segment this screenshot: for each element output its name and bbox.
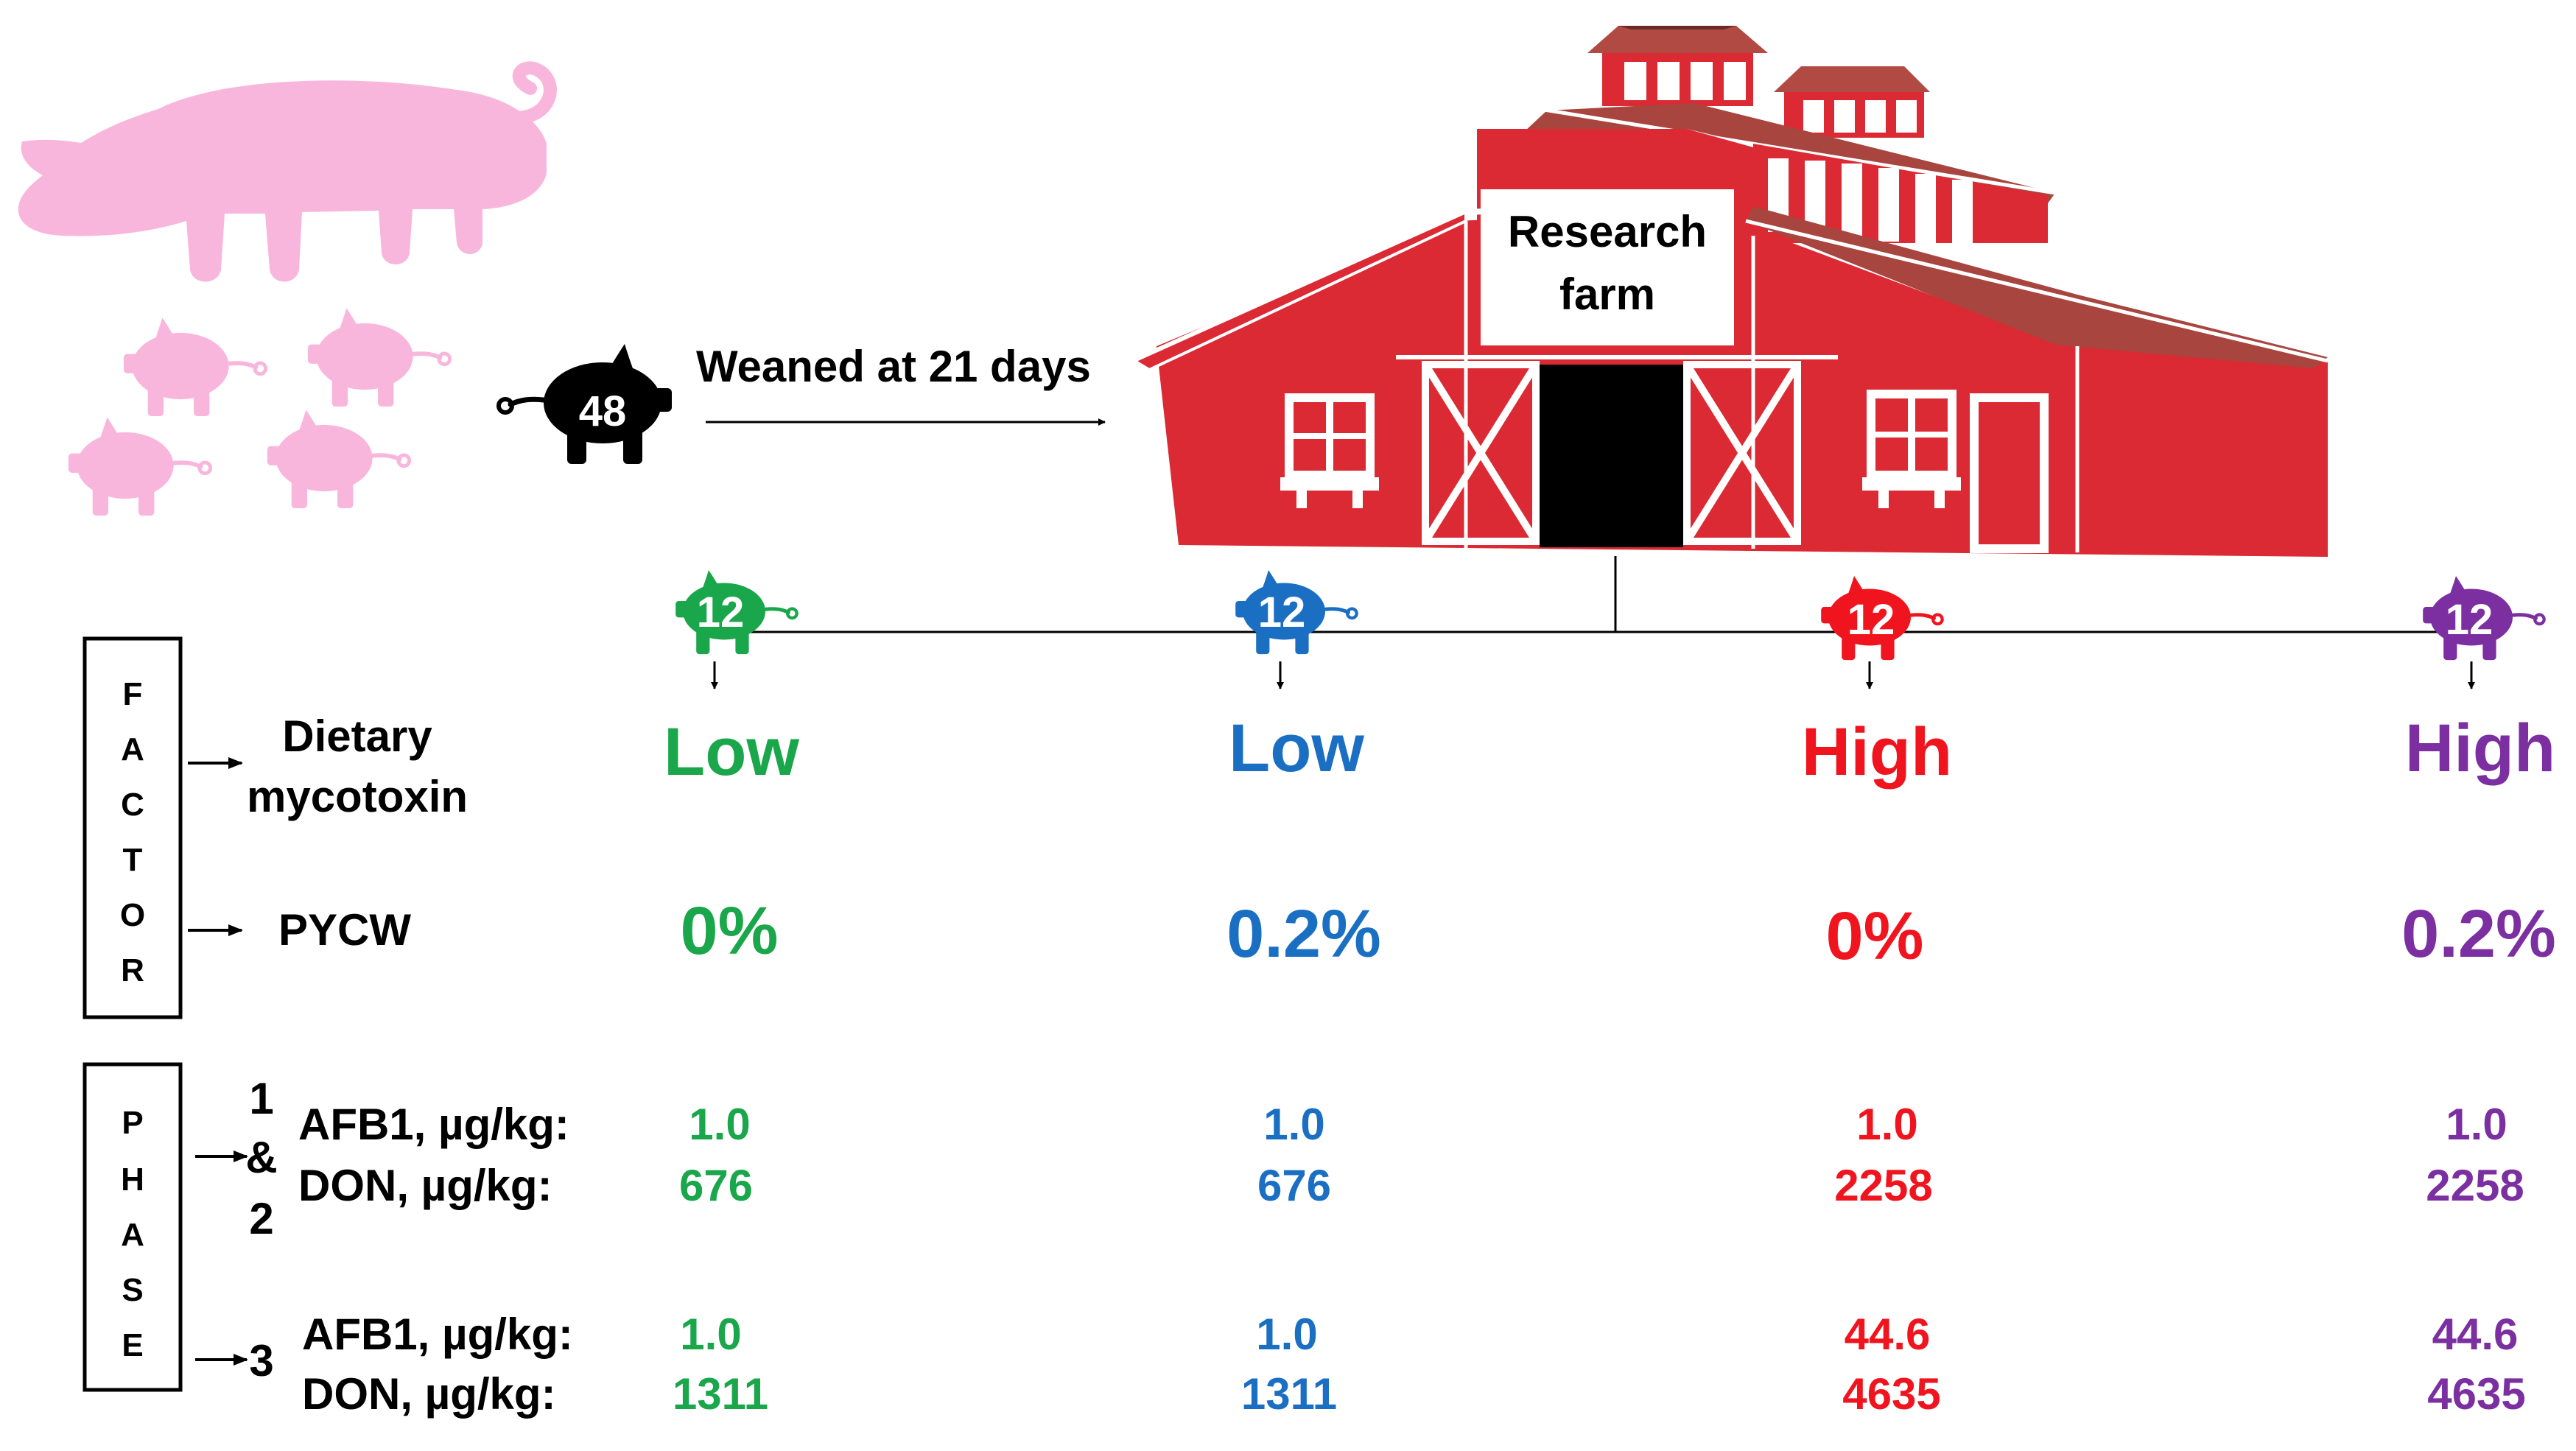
group-4-phase12-don: 2258: [2426, 1161, 2524, 1210]
small-pink-pig-icon: [69, 417, 211, 516]
phase-and-marker: &: [245, 1133, 278, 1182]
group-2-count: 12: [1257, 589, 1306, 636]
group-2-phase12-afb1: 1.0: [1263, 1100, 1325, 1149]
large-pink-pig-icon: [18, 80, 547, 282]
group-3-phase3-afb1: 44.6: [1844, 1310, 1931, 1359]
group-3-phase3-don: 4635: [1842, 1369, 1941, 1419]
group-2-pycw-level: 0.2%: [1226, 896, 1381, 972]
phase-letter-e: E: [122, 1327, 144, 1363]
group-1-phase12-afb1: 1.0: [689, 1100, 751, 1149]
group-1-phase12-don: 676: [678, 1161, 754, 1210]
starting-pig-count: 48: [578, 387, 627, 435]
pink-pig-icons: [18, 61, 557, 516]
group-3-pycw-level: 0%: [1825, 899, 1924, 974]
pink-pig-tail-icon: [509, 61, 557, 124]
group-2-phase12-don: 676: [1257, 1161, 1332, 1210]
farm-label-line-2: farm: [1559, 270, 1656, 319]
phase-letter-h: H: [121, 1162, 144, 1198]
factor-letter-r: R: [121, 952, 144, 988]
group-4-phase3-don: 4635: [2427, 1369, 2526, 1419]
phase-1-marker: 1: [249, 1074, 274, 1123]
group-2-phase3-afb1: 1.0: [1256, 1310, 1318, 1359]
group-3-mycotoxin-level: High: [1801, 714, 1953, 790]
group-distribution-lines: [713, 556, 2471, 633]
group-4-count: 12: [2445, 596, 2493, 644]
group-1-phase3-afb1: 1.0: [680, 1310, 742, 1359]
factor-letter-c: C: [121, 787, 144, 823]
factor-letter-f: F: [122, 676, 143, 712]
small-pink-pig-icon: [308, 308, 450, 407]
label-arrows: [188, 757, 248, 1366]
farm-label-line-1: Research: [1507, 207, 1708, 256]
phase12-afb1-label: AFB1, µg/kg:: [298, 1100, 569, 1149]
group-down-arrows: [711, 661, 2475, 689]
dietary-label-line-1: Dietary: [282, 712, 432, 761]
factor-letter-o: O: [119, 897, 146, 933]
group-2-mycotoxin-level: Low: [1229, 711, 1364, 786]
group-1-pycw-level: 0%: [680, 893, 779, 969]
group-3-phase12-afb1: 1.0: [1856, 1100, 1918, 1149]
group-1-count: 12: [696, 589, 745, 636]
barn-icon: [1131, 26, 2328, 557]
phase-letter-p: P: [122, 1105, 144, 1141]
group-1-phase3-don: 1311: [672, 1369, 769, 1419]
phase-box: [83, 1062, 183, 1392]
factor-box: [83, 636, 183, 1019]
group-2-phase3-don: 1311: [1240, 1369, 1338, 1419]
phase12-don-label: DON, µg/kg:: [298, 1161, 552, 1210]
phase-letter-s: S: [122, 1272, 144, 1308]
phase-3-marker: 3: [249, 1336, 274, 1385]
factor-letter-t: T: [122, 842, 143, 878]
group-3-phase12-don: 2258: [1834, 1161, 1933, 1210]
phase-letter-a: A: [121, 1217, 144, 1253]
dietary-label-line-2: mycotoxin: [246, 772, 468, 821]
group-4-mycotoxin-level: High: [2404, 711, 2556, 786]
group-4-pycw-level: 0.2%: [2401, 896, 2556, 972]
pycw-label: PYCW: [278, 905, 411, 955]
phase3-afb1-label: AFB1, µg/kg:: [302, 1310, 573, 1359]
phase3-don-label: DON, µg/kg:: [302, 1369, 556, 1419]
small-pink-pig-icon: [267, 410, 410, 508]
group-3-count: 12: [1847, 596, 1895, 644]
group-1-mycotoxin-level: Low: [664, 714, 799, 790]
group-4-phase12-afb1: 1.0: [2446, 1100, 2507, 1149]
weaning-label: Weaned at 21 days: [696, 342, 1091, 391]
group-4-phase3-afb1: 44.6: [2432, 1310, 2519, 1359]
phase-2-marker: 2: [249, 1194, 274, 1243]
factor-letter-a: A: [121, 731, 144, 767]
small-pink-pig-icon: [124, 317, 266, 416]
